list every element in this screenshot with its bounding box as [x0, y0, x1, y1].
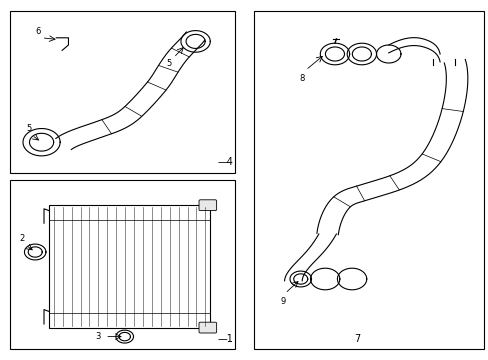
- Text: 8: 8: [299, 74, 304, 83]
- Text: 9: 9: [280, 297, 285, 306]
- Bar: [254, 11, 483, 349]
- FancyBboxPatch shape: [199, 322, 216, 333]
- Text: 5: 5: [166, 59, 171, 68]
- Text: 6: 6: [36, 27, 41, 36]
- Text: —4: —4: [217, 157, 233, 167]
- Bar: [10, 11, 234, 173]
- Text: 7: 7: [354, 334, 360, 344]
- Bar: [10, 180, 234, 349]
- FancyBboxPatch shape: [199, 200, 216, 211]
- Bar: [49, 205, 210, 328]
- Text: —1: —1: [217, 334, 233, 344]
- Text: 3: 3: [95, 332, 100, 341]
- Text: 2: 2: [20, 234, 24, 243]
- Text: 5: 5: [27, 124, 32, 133]
